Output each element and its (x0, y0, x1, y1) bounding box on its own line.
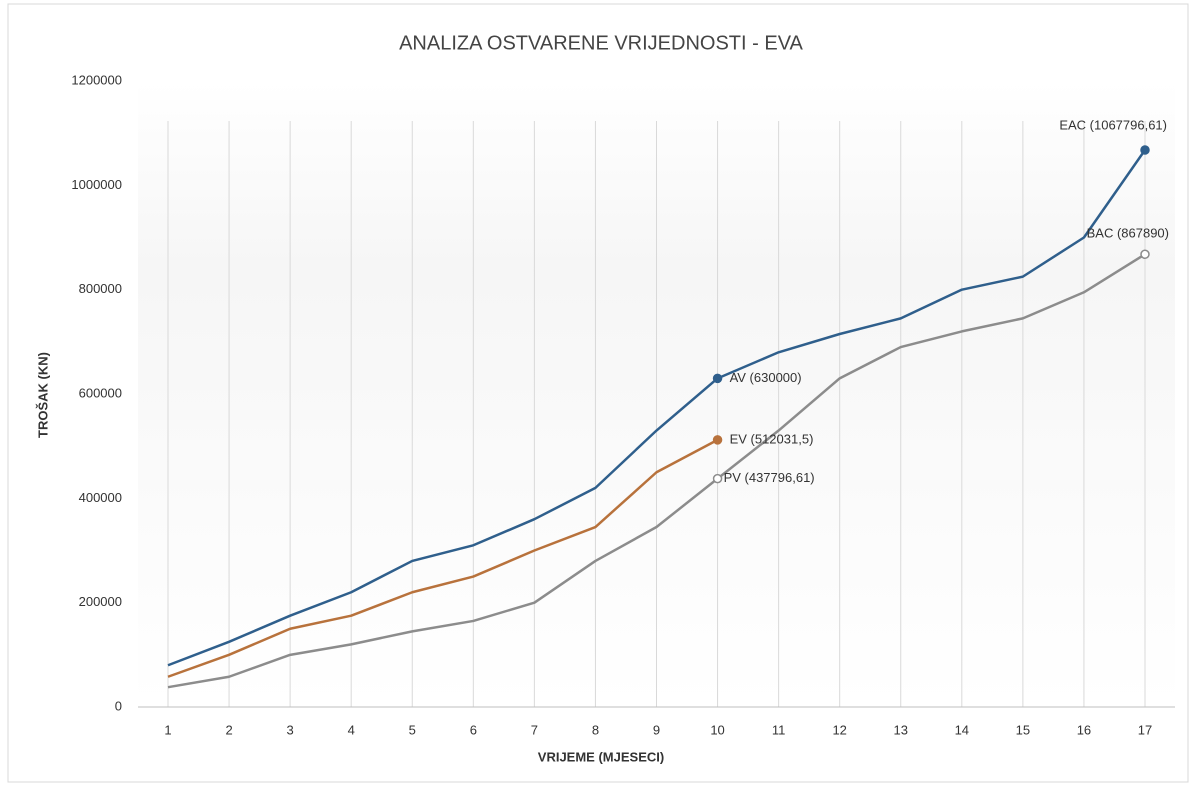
x-tick-label: 13 (894, 722, 908, 737)
annotation: AV (630000) (730, 370, 802, 385)
x-tick-label: 16 (1077, 722, 1091, 737)
point-marker (712, 435, 723, 445)
x-tick-label: 8 (592, 722, 599, 737)
x-tick-label: 6 (470, 722, 477, 737)
x-tick-label: 5 (409, 722, 416, 737)
x-tick-label: 12 (832, 722, 846, 737)
x-tick-label: 10 (710, 722, 724, 737)
x-tick-label: 7 (531, 722, 538, 737)
x-tick-label: 2 (225, 722, 232, 737)
point-marker (712, 473, 723, 484)
x-tick-label: 1 (164, 722, 171, 737)
x-tick-label: 4 (348, 722, 355, 737)
y-tick-label: 1000000 (71, 177, 122, 192)
series-line (167, 438, 719, 678)
annotation: EV (512031,5) (730, 431, 814, 446)
y-tick-label: 800000 (79, 281, 122, 296)
y-tick-label: 1200000 (71, 72, 122, 87)
x-tick-label: 9 (653, 722, 660, 737)
series-line (167, 253, 1146, 689)
x-tick-label: 11 (772, 722, 786, 737)
chart-title: ANALIZA OSTVARENE VRIJEDNOSTI - EVA (399, 32, 803, 54)
series-line (167, 149, 1147, 667)
y-axis-title: TROŠAK (KN) (35, 352, 50, 438)
annotation: EAC (1067796,61) (1059, 117, 1167, 132)
annotation: BAC (867890) (1087, 226, 1169, 241)
point-marker (1140, 249, 1150, 260)
x-tick-label: 3 (287, 722, 294, 737)
y-tick-label: 0 (115, 698, 122, 713)
y-tick-label: 600000 (79, 385, 122, 400)
point-marker (712, 373, 723, 384)
x-axis-title: VRIJEME (MJESECI) (538, 749, 664, 764)
x-tick-label: 15 (1016, 722, 1030, 737)
y-tick-label: 400000 (79, 490, 122, 505)
x-tick-label: 17 (1138, 722, 1152, 737)
point-marker (1140, 145, 1150, 155)
x-tick-label: 14 (955, 722, 969, 737)
annotation: PV (437796,61) (724, 470, 815, 485)
y-tick-label: 200000 (79, 594, 122, 609)
